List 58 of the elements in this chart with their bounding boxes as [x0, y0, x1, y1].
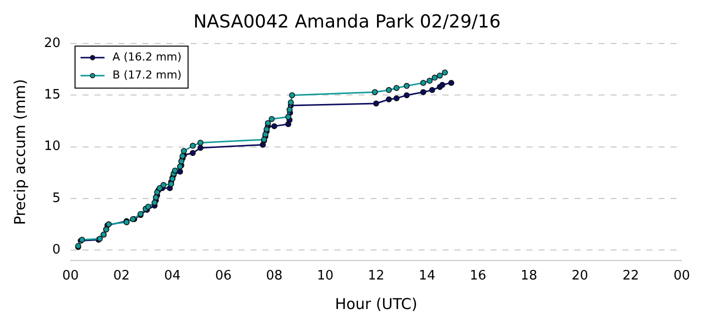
x-tick-label: 02 — [113, 268, 130, 284]
point — [373, 100, 380, 106]
point — [429, 87, 436, 94]
point — [420, 89, 426, 96]
x-tick-label: 18 — [520, 268, 538, 284]
y-tick-label: 5 — [52, 190, 61, 206]
chart-title: NASA0042 Amanda Park 02/29/16 — [193, 11, 501, 32]
point — [426, 78, 433, 84]
x-tick-label: 04 — [164, 268, 181, 284]
x-tick-label: 20 — [572, 268, 588, 284]
point — [160, 182, 166, 188]
point — [394, 84, 400, 91]
point — [439, 82, 446, 88]
point — [145, 204, 152, 210]
point — [271, 123, 278, 130]
x-tick-label: 08 — [266, 268, 283, 284]
point — [268, 116, 275, 122]
y-tick-label: 10 — [44, 139, 61, 154]
point — [432, 74, 438, 81]
x-tick-label: 00 — [673, 268, 690, 284]
point — [262, 131, 268, 138]
x-tick-label: 10 — [316, 268, 334, 284]
point — [178, 158, 184, 164]
point — [190, 142, 196, 149]
point — [288, 99, 294, 106]
legend-label: A (16.2 mm) — [112, 50, 182, 64]
point — [172, 168, 178, 174]
x-tick-label: 00 — [62, 268, 79, 284]
point — [289, 92, 296, 98]
point — [436, 72, 443, 79]
x-tick-label: 06 — [215, 268, 232, 284]
y-axis-title: Precip accum (mm) — [10, 78, 29, 226]
point — [448, 80, 454, 86]
x-tick-label: 22 — [622, 268, 640, 284]
legend-label: B (17.2 mm) — [112, 68, 182, 82]
point — [420, 80, 426, 86]
point — [386, 96, 392, 102]
point — [168, 181, 174, 188]
point — [197, 140, 204, 146]
y-tick-label: 0 — [52, 242, 61, 258]
point — [394, 95, 400, 102]
point — [190, 150, 196, 156]
point — [180, 148, 187, 154]
x-axis-title: Hour (UTC) — [334, 294, 418, 313]
point — [404, 82, 410, 89]
x-tick-label: 12 — [368, 268, 384, 284]
y-tick-label: 20 — [44, 36, 61, 51]
point — [404, 92, 410, 98]
x-tick-label: 16 — [470, 268, 486, 284]
point — [197, 144, 204, 151]
point — [285, 114, 292, 120]
x-tick-label: 14 — [418, 268, 436, 284]
y-tick-label: 15 — [44, 88, 61, 103]
point — [264, 120, 271, 126]
point — [442, 70, 448, 76]
point — [286, 106, 293, 113]
point — [372, 89, 378, 96]
point — [386, 87, 392, 94]
